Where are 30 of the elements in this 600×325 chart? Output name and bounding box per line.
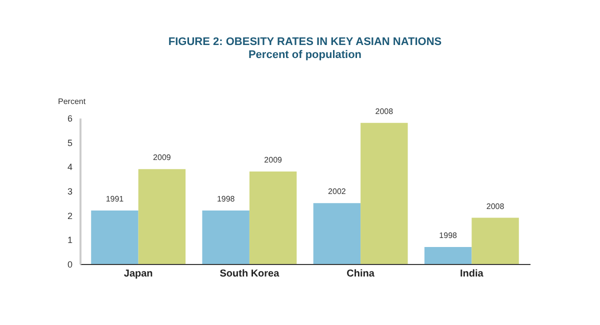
y-tick-label: 0 [67, 260, 72, 270]
y-axis-title: Percent [58, 97, 86, 106]
x-tick-label: India [460, 268, 484, 280]
bar [138, 169, 186, 264]
annotation: 1991 [106, 194, 124, 204]
y-tick-label: 1 [67, 235, 72, 246]
bar [472, 218, 519, 264]
bar [313, 203, 361, 264]
x-tick-label: South Korea [220, 268, 280, 280]
annotation: 1998 [216, 194, 236, 204]
annotation: 2002 [328, 187, 346, 196]
bar [360, 122, 408, 264]
x-tick-label: Japan [124, 268, 153, 280]
bar [249, 172, 297, 264]
annotation: 1998 [439, 230, 458, 240]
annotation: 2009 [264, 156, 283, 165]
y-tick-label: 3 [67, 186, 72, 196]
y-tick-label: 2 [67, 210, 72, 221]
y-tick-label: 4 [67, 162, 72, 172]
y-tick-label: 5 [67, 138, 72, 148]
bar [202, 210, 250, 264]
chart-title: FIGURE 2: OBESITY RATES IN KEY ASIAN NATIONS [168, 36, 442, 48]
annotation: 2008 [375, 106, 394, 116]
annotation: 2009 [153, 153, 172, 162]
x-tick-label: China [346, 268, 375, 280]
chart-subtitle: Percent of population [248, 49, 362, 61]
bar [424, 246, 472, 264]
bar [91, 210, 138, 264]
annotation: 2008 [486, 202, 505, 211]
y-tick-label: 6 [67, 114, 72, 124]
